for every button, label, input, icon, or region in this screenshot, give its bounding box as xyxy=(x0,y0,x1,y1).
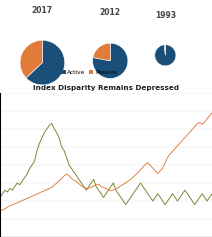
% outside +/- 15% of Index xyxy=(46,128,48,130)
% outside +/- 15% of Index xyxy=(211,192,212,195)
Text: 1993: 1993 xyxy=(155,11,176,20)
S&P (right) xyxy=(33,194,36,196)
Legend: Active, Passive: Active, Passive xyxy=(59,67,119,77)
S&P (right) xyxy=(46,188,48,191)
S&P (right) xyxy=(88,187,90,190)
S&P (right) xyxy=(105,187,107,190)
Text: 2012: 2012 xyxy=(100,8,121,17)
% outside +/- 15% of Index xyxy=(90,182,92,184)
Title: Index Disparity Remains Depressed: Index Disparity Remains Depressed xyxy=(33,85,179,91)
% outside +/- 15% of Index xyxy=(176,200,179,202)
% outside +/- 15% of Index xyxy=(33,160,36,163)
Line: S&P (right): S&P (right) xyxy=(0,113,212,210)
% outside +/- 15% of Index xyxy=(107,189,110,191)
Line: % outside +/- 15% of Index: % outside +/- 15% of Index xyxy=(0,123,212,205)
S&P (right) xyxy=(171,150,174,153)
% outside +/- 15% of Index xyxy=(63,149,65,152)
S&P (right) xyxy=(60,177,63,180)
% outside +/- 15% of Index xyxy=(124,203,127,206)
S&P (right) xyxy=(211,112,212,114)
S&P (right) xyxy=(0,209,1,212)
Text: 2017: 2017 xyxy=(32,6,53,15)
% outside +/- 15% of Index xyxy=(50,122,53,125)
% outside +/- 15% of Index xyxy=(0,196,1,199)
